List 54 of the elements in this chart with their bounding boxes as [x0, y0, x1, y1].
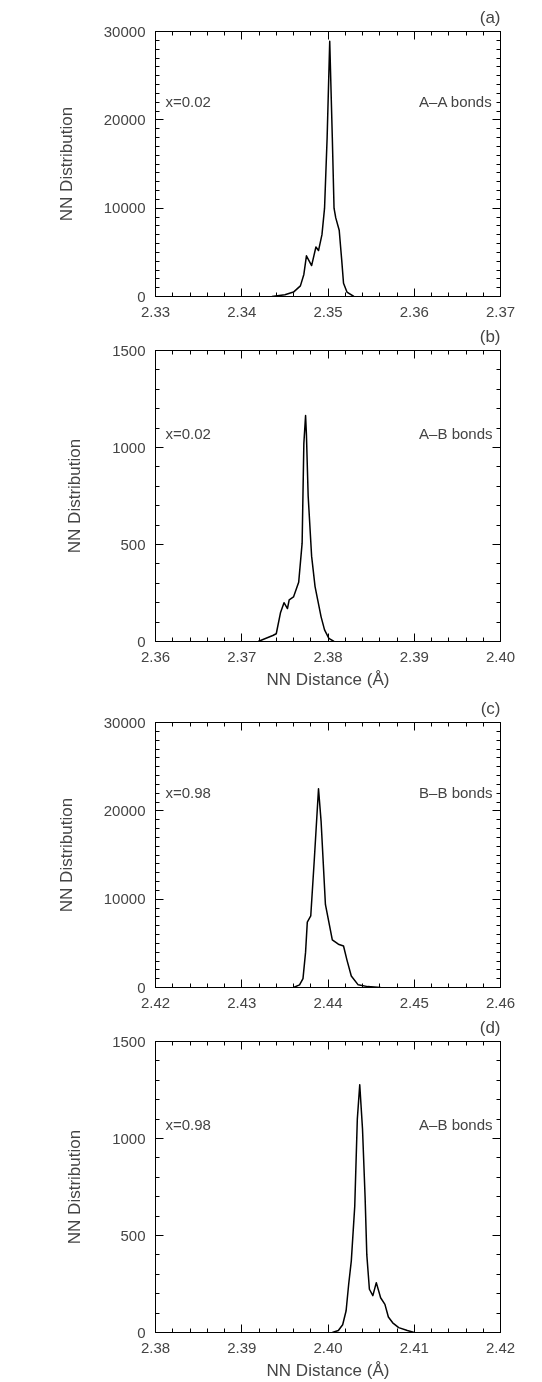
- chart-title: (d): [479, 1017, 501, 1037]
- y-tick-label: 0: [137, 287, 146, 305]
- x-tick-label: 2.38: [313, 647, 343, 665]
- y-tick-label: 10000: [103, 199, 146, 217]
- chart-title: (b): [479, 326, 501, 346]
- x-tick-label: 2.45: [399, 993, 429, 1011]
- y-tick-label: 1000: [112, 438, 146, 456]
- x-tick-label: 2.40: [313, 1338, 343, 1356]
- y-axis-title: NN Distribution: [56, 797, 76, 913]
- x-axis-title: NN Distance (Å): [266, 669, 390, 689]
- y-tick-label: 20000: [103, 801, 146, 819]
- y-axis-title: NN Distribution: [56, 106, 76, 222]
- x-tick-label: 2.41: [399, 1338, 429, 1356]
- x-tick-label: 2.42: [485, 1338, 516, 1356]
- y-tick-label: 20000: [103, 110, 146, 128]
- annotation: A–B bonds: [419, 424, 493, 442]
- x-tick-label: 2.39: [399, 647, 429, 665]
- y-axis-title: NN Distribution: [65, 1129, 85, 1245]
- y-tick-label: 0: [137, 632, 146, 650]
- annotation: x=0.98: [165, 1115, 211, 1133]
- y-tick-label: 500: [120, 535, 146, 553]
- annotation: x=0.02: [165, 424, 211, 442]
- y-tick-label: 1500: [112, 341, 146, 359]
- annotation: A–A bonds: [419, 92, 492, 110]
- x-tick-label: 2.42: [140, 993, 171, 1011]
- annotation: x=0.02: [165, 92, 211, 110]
- x-tick-label: 2.44: [313, 993, 343, 1011]
- y-tick-label: 30000: [103, 22, 146, 40]
- x-tick-label: 2.46: [485, 993, 516, 1011]
- y-axis-title: NN Distribution: [65, 438, 85, 554]
- x-tick-label: 2.36: [140, 647, 171, 665]
- x-tick-label: 2.35: [313, 302, 343, 320]
- x-tick-label: 2.39: [227, 1338, 257, 1356]
- y-tick-label: 0: [137, 1323, 146, 1341]
- y-tick-label: 1500: [112, 1032, 146, 1050]
- x-tick-label: 2.34: [227, 302, 257, 320]
- y-tick-label: 500: [120, 1226, 146, 1244]
- x-tick-label: 2.33: [140, 302, 171, 320]
- chart-title: (a): [479, 7, 501, 27]
- annotation: A–B bonds: [419, 1115, 493, 1133]
- x-tick-label: 2.37: [485, 302, 516, 320]
- x-tick-label: 2.38: [140, 1338, 171, 1356]
- x-tick-label: 2.43: [227, 993, 257, 1011]
- y-tick-label: 1000: [112, 1129, 146, 1147]
- y-tick-label: 30000: [103, 713, 146, 731]
- annotation: x=0.98: [165, 783, 211, 801]
- x-tick-label: 2.40: [485, 647, 516, 665]
- annotation: B–B bonds: [419, 783, 493, 801]
- x-tick-label: 2.36: [399, 302, 429, 320]
- y-tick-label: 0: [137, 978, 146, 996]
- x-tick-label: 2.37: [227, 647, 257, 665]
- chart-title: (c): [480, 698, 501, 718]
- y-tick-label: 10000: [103, 890, 146, 908]
- x-axis-title: NN Distance (Å): [266, 1360, 390, 1380]
